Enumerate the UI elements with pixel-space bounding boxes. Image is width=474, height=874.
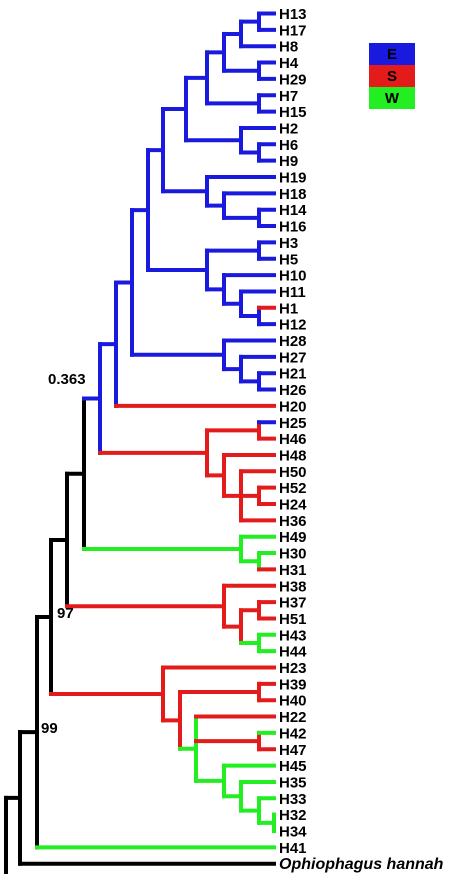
tip-label: H11 [279, 284, 306, 301]
tip-label: H23 [279, 660, 307, 677]
tip-label: H35 [279, 774, 307, 791]
tip-label: H40 [279, 693, 307, 710]
tip-label: H51 [279, 611, 307, 628]
tip-label: H41 [279, 840, 307, 857]
tip-label: H20 [279, 398, 307, 415]
legend-label-w: W [385, 90, 400, 107]
tip-label: H42 [279, 725, 307, 742]
tip-label: H34 [279, 824, 307, 841]
tip-label: H50 [279, 464, 307, 481]
tip-label: H38 [279, 578, 307, 595]
tip-label: H27 [279, 349, 307, 366]
tip-label: H17 [279, 22, 307, 39]
tip-label: H30 [279, 546, 307, 563]
tip-label: H1 [279, 300, 298, 317]
tip-label: H3 [279, 235, 298, 252]
tip-label: H44 [279, 644, 307, 661]
tip-label: H46 [279, 431, 307, 448]
tip-label: H39 [279, 676, 307, 693]
tip-label: H12 [279, 317, 307, 334]
tip-label: H8 [279, 39, 298, 56]
tip-label: H24 [279, 497, 307, 514]
tip-label: H36 [279, 513, 307, 530]
legend-label-e: E [387, 46, 397, 63]
tip-label: H18 [279, 186, 307, 203]
tip-label: Bungarus fasciatus [279, 873, 428, 874]
tip-label: H33 [279, 791, 307, 808]
tip-label: H16 [279, 219, 307, 236]
tip-label: H29 [279, 71, 307, 88]
legend-label-s: S [387, 68, 397, 85]
tip-label: H48 [279, 447, 307, 464]
tip-label: H19 [279, 170, 307, 187]
support-value-0363: 0.363 [48, 371, 86, 388]
tip-label: H31 [279, 562, 307, 579]
tip-label: H14 [279, 202, 307, 219]
tip-label: H47 [279, 742, 307, 759]
legend-swatch-s [369, 65, 415, 87]
tip-label: H13 [279, 6, 307, 23]
tip-label: H6 [279, 137, 298, 154]
tip-label: H37 [279, 595, 307, 612]
tip-label: H4 [279, 55, 299, 72]
tip-label: H45 [279, 758, 307, 775]
support-values: 0.363 97 99 [41, 371, 86, 737]
tip-label: H5 [279, 251, 298, 268]
support-value-99: 99 [41, 720, 58, 737]
tip-label: H28 [279, 333, 307, 350]
tip-label: H22 [279, 709, 307, 726]
tip-labels: H13H17H8H4H29H7H15H2H6H9H19H18H14H16H3H5… [279, 6, 444, 874]
tip-label: H9 [279, 153, 298, 170]
region-legend: E S W [369, 43, 415, 109]
tip-label: H15 [279, 104, 307, 121]
tip-label: H49 [279, 529, 307, 546]
legend-swatch-e [369, 43, 415, 65]
tip-label: H52 [279, 480, 307, 497]
tip-label: H32 [279, 807, 307, 824]
support-value-97: 97 [57, 605, 74, 622]
tip-label: H7 [279, 88, 298, 105]
tip-label: H26 [279, 382, 307, 399]
tip-label: H2 [279, 120, 298, 137]
tip-label: Ophiophagus hannah [279, 856, 444, 873]
tip-label: H25 [279, 415, 307, 432]
tip-label: H43 [279, 627, 307, 644]
tip-label: H21 [279, 366, 307, 383]
tip-label: H10 [279, 268, 307, 285]
tree-branches [4, 11, 276, 874]
legend-swatch-w [369, 87, 415, 109]
